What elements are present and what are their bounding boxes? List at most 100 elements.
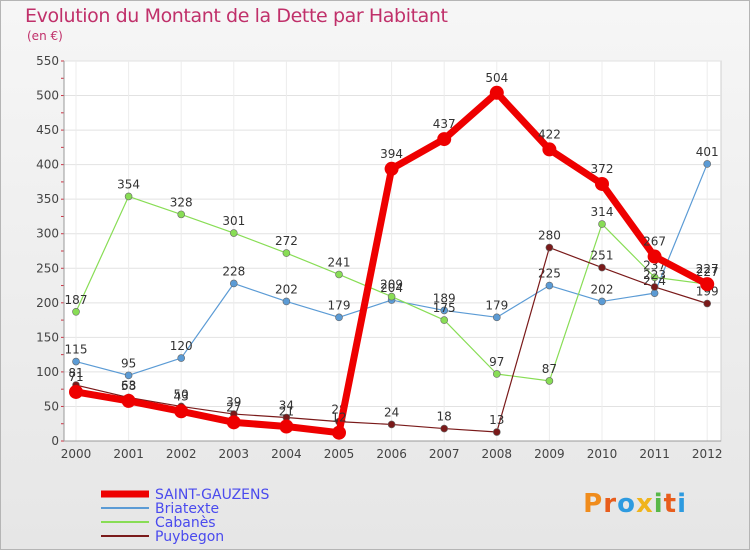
series-point-2 (545, 377, 554, 385)
data-label-2: 175 (433, 301, 456, 315)
series-point-0 (647, 249, 662, 264)
brand-letter: o (617, 489, 636, 519)
y-tick-label: 150 (36, 330, 59, 344)
x-tick-label: 2006 (376, 447, 407, 461)
series-point-1 (545, 281, 554, 290)
series-point-2 (282, 249, 291, 257)
plot-area (63, 60, 722, 442)
x-tick-label: 2001 (113, 447, 144, 461)
series-point-1 (598, 297, 606, 306)
y-tick-label: 350 (36, 192, 59, 206)
data-label-2: 354 (117, 177, 140, 191)
data-label-0: 21 (279, 404, 294, 418)
data-label-0: 267 (643, 235, 666, 249)
x-tick-label: 2003 (219, 447, 250, 461)
data-label-2: 97 (489, 355, 504, 369)
data-label-1: 202 (591, 282, 614, 296)
legend-label-2: Cabanès (155, 515, 216, 531)
series-point-2 (492, 370, 501, 378)
series-point-0 (595, 176, 609, 191)
brand-letter: i (653, 489, 664, 519)
data-label-1: 228 (222, 264, 245, 278)
brand-letter: t (663, 489, 678, 519)
chart-title: Evolution du Montant de la Dette par Hab… (25, 5, 448, 27)
series-point-2 (335, 270, 343, 279)
y-tick-label: 450 (36, 123, 59, 137)
series-point-3 (440, 424, 449, 433)
series-point-0 (279, 419, 294, 434)
data-label-0: 422 (538, 127, 561, 141)
data-label-1: 179 (328, 298, 351, 312)
brand-letter: r (603, 489, 618, 519)
brand-letter: i (677, 489, 687, 519)
chart-unit: (en €) (27, 29, 63, 43)
series-point-1 (124, 371, 133, 380)
x-tick-label: 2009 (534, 447, 565, 461)
data-label-2: 272 (275, 234, 298, 248)
series-point-2 (230, 229, 238, 237)
data-label-1: 95 (121, 356, 136, 370)
data-label-1: 225 (538, 267, 561, 281)
series-point-3 (545, 243, 554, 252)
series-point-3 (598, 263, 606, 272)
data-label-3: 81 (68, 366, 83, 380)
series-point-1 (335, 313, 343, 322)
x-tick-label: 2005 (324, 447, 355, 461)
data-label-2: 209 (380, 278, 403, 292)
data-label-3: 24 (384, 405, 399, 419)
series-point-2 (387, 292, 396, 301)
series-point-2 (124, 192, 133, 201)
data-label-0: 437 (433, 117, 456, 131)
y-tick-label: 250 (36, 261, 59, 275)
series-point-1 (177, 354, 185, 362)
x-tick-label: 2004 (271, 447, 302, 461)
data-label-1: 120 (170, 339, 193, 353)
data-label-0: 27 (226, 400, 241, 414)
legend-label-1: Briatexte (155, 501, 219, 517)
y-tick-label: 0 (51, 434, 59, 448)
x-tick-label: 2007 (429, 447, 460, 461)
data-label-0: 394 (380, 147, 403, 161)
data-label-3: 34 (279, 399, 294, 413)
data-label-1: 189 (433, 291, 456, 305)
series-point-2 (72, 307, 80, 316)
series-point-0 (700, 277, 715, 292)
data-label-3: 50 (174, 387, 189, 401)
y-tick-label: 100 (36, 365, 59, 379)
x-tick-label: 2000 (61, 447, 92, 461)
data-label-2: 227 (696, 265, 719, 279)
series-point-0 (332, 425, 346, 440)
data-label-1: 179 (485, 298, 508, 312)
y-tick-label: 200 (36, 296, 59, 310)
series-point-0 (542, 142, 557, 157)
y-tick-label: 550 (36, 54, 59, 68)
series-point-1 (703, 160, 712, 168)
data-label-3: 280 (538, 229, 561, 243)
series-point-3 (703, 299, 712, 308)
data-label-1: 401 (696, 145, 719, 159)
series-point-3 (492, 428, 501, 436)
series-point-2 (177, 210, 185, 219)
series-point-1 (72, 357, 80, 366)
series-point-2 (440, 316, 449, 324)
series-point-1 (440, 306, 449, 315)
data-label-2: 187 (65, 293, 88, 307)
series-point-0 (437, 132, 452, 147)
series-point-0 (69, 384, 83, 399)
series-point-3 (387, 420, 396, 429)
data-label-2: 328 (170, 195, 193, 209)
x-tick-label: 2011 (639, 447, 670, 461)
series-point-1 (282, 297, 291, 306)
data-label-3: 13 (489, 413, 504, 427)
legend-label-3: Puybegon (155, 529, 224, 545)
data-label-0: 372 (591, 162, 614, 176)
series-point-0 (121, 393, 136, 408)
series-point-1 (492, 313, 501, 322)
data-label-0: 58 (121, 379, 136, 393)
data-label-2: 301 (222, 214, 245, 228)
series-point-0 (174, 404, 189, 419)
x-tick-label: 2008 (482, 447, 513, 461)
x-tick-label: 2010 (587, 447, 618, 461)
data-label-3: 18 (437, 410, 452, 424)
